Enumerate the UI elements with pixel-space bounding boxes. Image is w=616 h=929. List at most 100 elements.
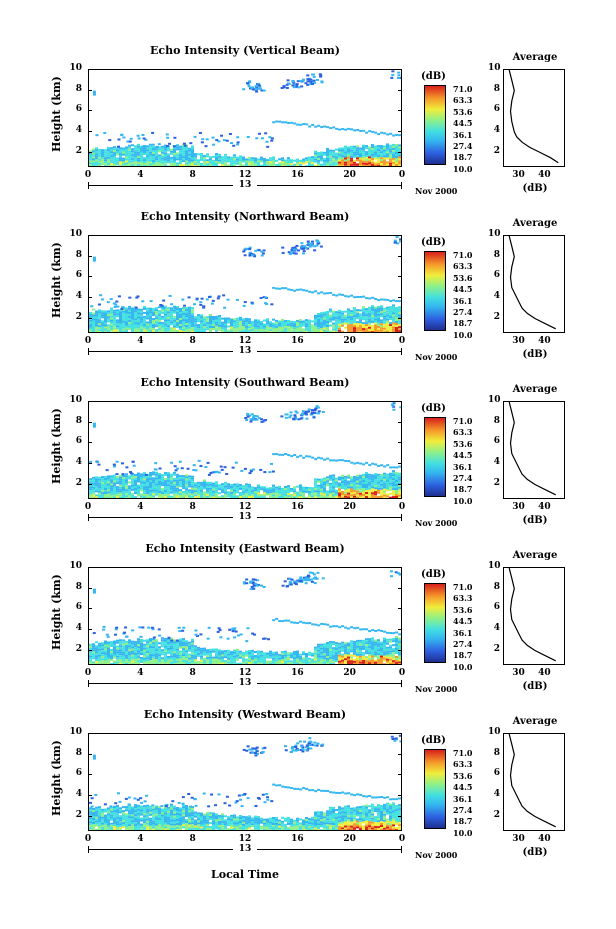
x-tick-label: 16 xyxy=(291,170,304,180)
average-y-tick-label: 10 xyxy=(488,561,501,571)
day-axis-start-tick xyxy=(88,348,89,355)
average-y-tick-label: 4 xyxy=(493,290,500,301)
x-tick-label: 12 xyxy=(238,336,252,346)
colorbar-label: 18.7 xyxy=(453,816,473,827)
x-tick-label: 8 xyxy=(189,834,196,844)
average-canvas xyxy=(508,734,556,828)
y-tick-mark xyxy=(88,235,92,236)
average-x-tick-label: 30 xyxy=(512,834,525,844)
y-tick-label: 10 xyxy=(69,229,82,239)
y-tick-mark xyxy=(88,89,92,91)
y-axis-label: Height (km) xyxy=(50,76,63,152)
y-tick-mark xyxy=(398,235,402,236)
heatmap-canvas xyxy=(89,734,401,830)
y-tick-label: 6 xyxy=(75,436,82,447)
colorbar-unit: (dB) xyxy=(421,403,446,414)
x-tick-label: 8 xyxy=(189,336,196,346)
colorbar-label: 10.0 xyxy=(453,495,473,506)
colorbar-unit: (dB) xyxy=(421,237,446,248)
x-tick-label: 0 xyxy=(84,834,92,844)
y-tick-label: 4 xyxy=(75,622,82,633)
y-axis-label: Height (km) xyxy=(50,740,63,816)
y-tick-mark xyxy=(88,587,92,589)
x-tick-label: 0 xyxy=(398,668,406,678)
y-tick-label: 6 xyxy=(75,270,82,281)
day-axis-start-tick xyxy=(88,846,89,853)
average-plot xyxy=(503,235,565,333)
day-axis-start-tick xyxy=(88,680,89,687)
y-tick-mark xyxy=(398,753,402,755)
y-tick-label: 8 xyxy=(75,249,82,260)
average-canvas xyxy=(508,568,556,662)
date-label: Nov 2000 xyxy=(415,352,458,362)
colorbar-labels: 71.0 63.3 53.6 44.5 36.1 27.4 18.7 10.0 xyxy=(453,84,472,175)
y-tick-mark xyxy=(88,608,92,610)
average-y-tick-label: 2 xyxy=(493,643,500,654)
x-tick-label: 4 xyxy=(137,668,144,678)
colorbar-label: 27.4 xyxy=(453,141,473,152)
y-tick-mark xyxy=(398,151,402,153)
colorbar-label: 71.0 xyxy=(453,84,473,94)
y-tick-label: 10 xyxy=(69,63,82,73)
colorbar-label: 18.7 xyxy=(453,152,473,163)
y-tick-mark xyxy=(398,733,402,734)
average-y-tick-label: 6 xyxy=(493,436,500,447)
chart-title: Echo Intensity (Westward Beam) xyxy=(143,708,347,721)
average-y-tick-label: 6 xyxy=(493,768,500,779)
colorbar-label: 53.6 xyxy=(453,604,473,615)
day-label: 13 xyxy=(233,512,257,522)
x-tick-label: 16 xyxy=(291,834,304,844)
y-tick-label: 2 xyxy=(75,311,82,322)
x-tick-label: 12 xyxy=(238,502,252,512)
colorbar-label: 63.3 xyxy=(453,95,473,106)
x-tick-label: 8 xyxy=(189,502,196,512)
y-tick-mark xyxy=(88,483,92,485)
average-profile-line xyxy=(508,734,556,828)
average-x-tick-label: 40 xyxy=(538,668,551,678)
y-tick-mark xyxy=(398,89,402,91)
colorbar-label: 18.7 xyxy=(453,650,473,661)
y-tick-label: 6 xyxy=(75,768,82,779)
y-tick-mark xyxy=(398,483,402,485)
average-y-tick-label: 10 xyxy=(488,63,501,73)
colorbar-label: 63.3 xyxy=(453,427,473,438)
colorbar-label: 27.4 xyxy=(453,805,473,816)
average-x-label: (dB) xyxy=(522,349,548,360)
y-tick-mark xyxy=(88,296,92,298)
colorbar-label: 53.6 xyxy=(453,438,473,449)
y-tick-mark xyxy=(88,317,92,319)
colorbar-unit: (dB) xyxy=(421,569,446,580)
y-tick-mark xyxy=(398,649,402,651)
x-tick-label: 0 xyxy=(398,502,406,512)
x-tick-label: 20 xyxy=(343,170,356,180)
y-tick-label: 6 xyxy=(75,104,82,115)
x-tick-label: 4 xyxy=(137,336,144,346)
y-tick-mark xyxy=(398,587,402,589)
x-tick-label: 0 xyxy=(84,502,92,512)
average-profile-line xyxy=(508,236,556,330)
y-tick-mark xyxy=(88,110,92,112)
colorbar-labels: 71.0 63.3 53.6 44.5 36.1 27.4 18.7 10.0 xyxy=(453,582,472,673)
y-tick-mark xyxy=(88,151,92,153)
colorbar xyxy=(424,85,446,165)
y-tick-mark xyxy=(88,69,92,70)
average-x-tick-label: 30 xyxy=(512,170,525,180)
colorbar-unit: (dB) xyxy=(421,71,446,82)
day-label: 13 xyxy=(233,844,257,854)
colorbar-label: 10.0 xyxy=(453,827,473,838)
colorbar-label: 27.4 xyxy=(453,639,473,650)
colorbar xyxy=(424,251,446,331)
x-tick-label: 20 xyxy=(343,668,356,678)
average-y-tick-label: 4 xyxy=(493,124,500,135)
y-tick-mark xyxy=(398,794,402,796)
y-axis-label: Height (km) xyxy=(50,408,63,484)
colorbar xyxy=(424,417,446,497)
x-tick-label: 12 xyxy=(238,170,252,180)
day-axis-end-tick xyxy=(401,514,402,521)
average-profile-line xyxy=(508,70,559,164)
colorbar-label: 18.7 xyxy=(453,318,473,329)
y-tick-mark xyxy=(88,567,92,568)
average-y-tick-label: 6 xyxy=(493,270,500,281)
colorbar-label: 10.0 xyxy=(453,329,473,340)
y-tick-mark xyxy=(398,296,402,298)
